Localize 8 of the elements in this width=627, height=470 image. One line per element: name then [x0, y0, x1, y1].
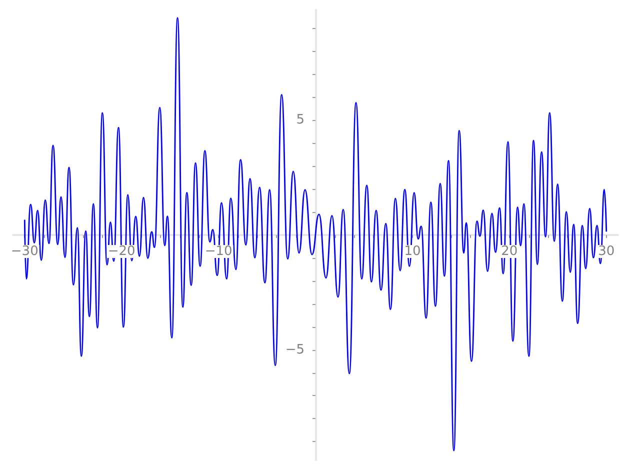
x-tick-label: −20 [108, 244, 136, 259]
y-tick-label: 5 [296, 112, 304, 128]
x-tick-label: 30 [598, 244, 615, 259]
x-tick-label: −10 [204, 244, 232, 259]
x-tick-label: 20 [501, 244, 518, 259]
x-tick-label: 10 [404, 244, 421, 259]
y-tick-label: −5 [285, 342, 304, 358]
x-tick-label: −30 [10, 244, 38, 259]
